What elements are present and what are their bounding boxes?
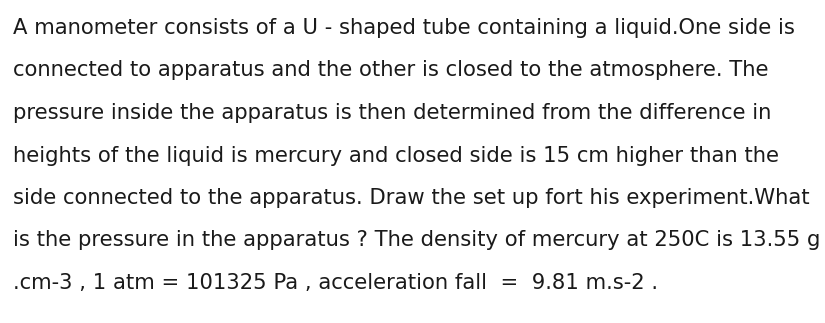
Text: pressure inside the apparatus is then determined from the difference in: pressure inside the apparatus is then de…: [13, 103, 771, 123]
Text: side connected to the apparatus. Draw the set up fort his experiment.What: side connected to the apparatus. Draw th…: [13, 188, 809, 208]
Text: .cm-3 , 1 atm = 101325 Pa , acceleration fall  =  9.81 m.s-2 .: .cm-3 , 1 atm = 101325 Pa , acceleration…: [13, 273, 658, 293]
Text: is the pressure in the apparatus ? The density of mercury at 250C is 13.55 g: is the pressure in the apparatus ? The d…: [13, 231, 820, 251]
Text: connected to apparatus and the other is closed to the atmosphere. The: connected to apparatus and the other is …: [13, 60, 769, 80]
Text: heights of the liquid is mercury and closed side is 15 cm higher than the: heights of the liquid is mercury and clo…: [13, 145, 779, 165]
Text: A manometer consists of a U - shaped tube containing a liquid.One side is: A manometer consists of a U - shaped tub…: [13, 18, 794, 38]
